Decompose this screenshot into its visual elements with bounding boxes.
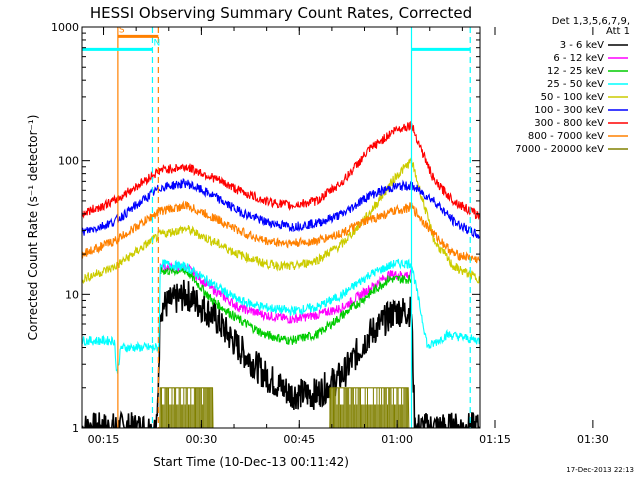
- legend-label-6: 100 - 300 keV: [534, 105, 604, 116]
- legend-label-5: 50 - 100 keV: [541, 92, 605, 103]
- x-tick-label-3: 00:45: [283, 433, 315, 446]
- flag-label-N: N: [153, 38, 160, 48]
- series-line-6: [82, 178, 480, 239]
- chart-title: HESSI Observing Summary Count Rates, Cor…: [90, 4, 472, 22]
- x-axis-label: Start Time (10-Dec-13 00:11:42): [153, 455, 349, 469]
- olive-burst-2: [329, 387, 408, 428]
- series-line-1: [82, 279, 480, 428]
- x-tick-label-5: 01:15: [479, 433, 511, 446]
- y-tick-label-3: 100: [58, 155, 79, 168]
- series-line-4: [82, 258, 480, 374]
- series-line-9: [82, 387, 480, 428]
- y-axis-label: Corrected Count Rate (s⁻¹ detector⁻¹): [26, 115, 40, 341]
- x-tick-label-1: 00:15: [88, 433, 120, 446]
- series-line-7: [82, 120, 480, 221]
- legend-label-8: 800 - 7000 keV: [528, 131, 604, 142]
- series-line-3: [159, 264, 412, 345]
- legend-label-1: 3 - 6 keV: [560, 40, 604, 51]
- series-line-5: [82, 157, 480, 285]
- y-tick-label-2: 10: [65, 288, 79, 301]
- legend-header-2: Att 1: [606, 26, 630, 37]
- series-line-8: [82, 200, 480, 264]
- legend-label-3: 12 - 25 keV: [547, 66, 604, 77]
- plot-frame: [81, 26, 481, 429]
- series-line-2: [159, 261, 412, 324]
- legend-header-1: Det 1,3,5,6,7,9,: [552, 16, 630, 27]
- y-tick-label-1: 1: [72, 422, 79, 435]
- x-tick-label-2: 00:30: [186, 433, 218, 446]
- x-tick-label-4: 01:00: [381, 433, 413, 446]
- x-tick-label-6: 01:30: [577, 433, 609, 446]
- legend-label-2: 6 - 12 keV: [553, 53, 604, 64]
- legend-label-9: 7000 - 20000 keV: [515, 144, 604, 155]
- olive-burst-1: [159, 387, 213, 428]
- footer-timestamp: 17-Dec-2013 22:13: [566, 466, 634, 474]
- y-tick-label-4: 1000: [51, 21, 79, 34]
- flag-label-S: S: [119, 25, 125, 35]
- legend-label-4: 25 - 50 keV: [547, 79, 604, 90]
- legend-label-7: 300 - 800 keV: [534, 118, 604, 129]
